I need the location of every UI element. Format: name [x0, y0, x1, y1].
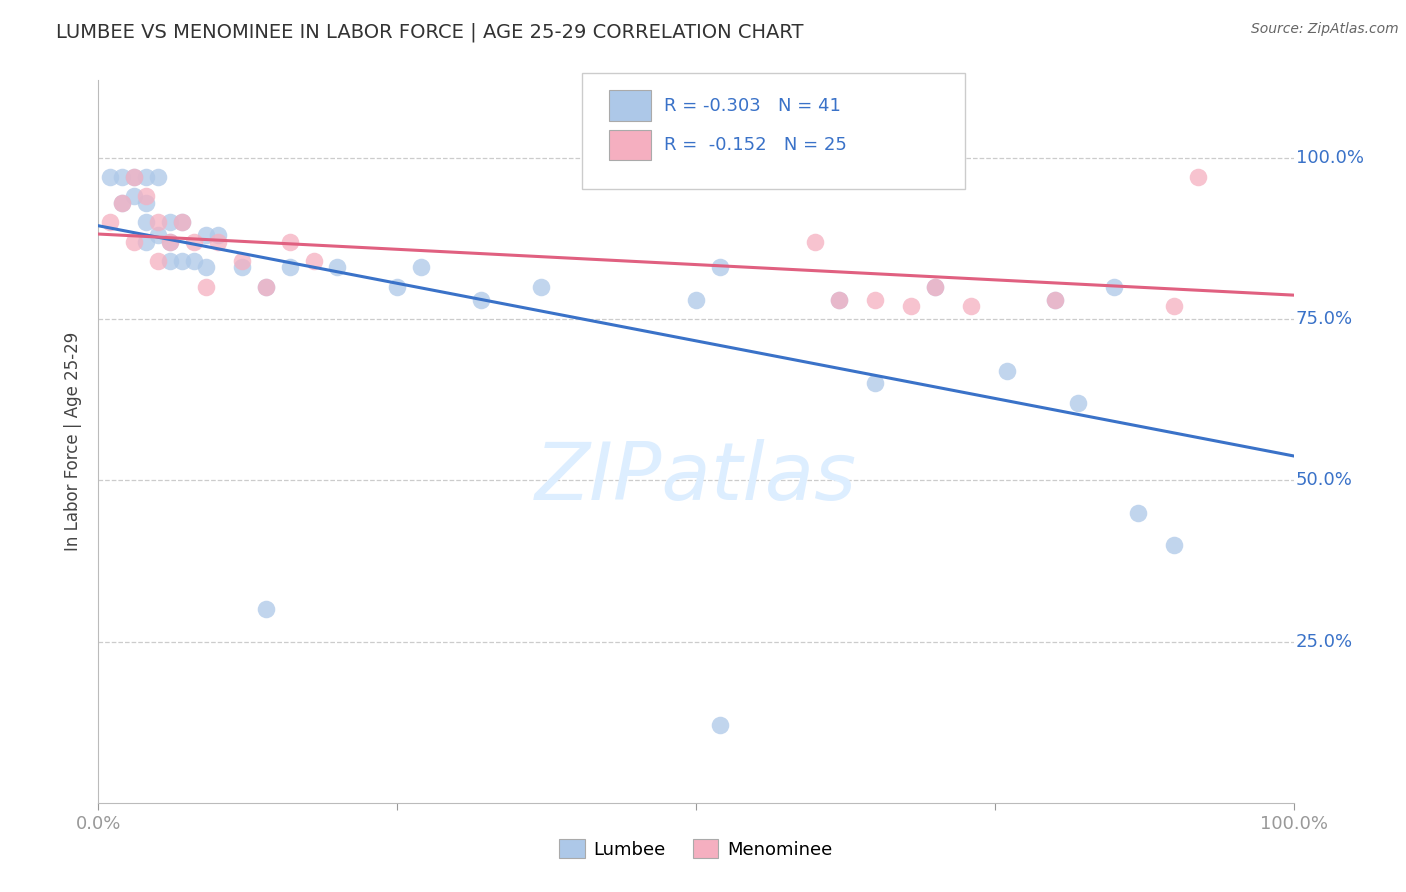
- Point: [172, 215, 194, 229]
- Point: [111, 169, 134, 184]
- Point: [709, 260, 731, 275]
- Text: Source: ZipAtlas.com: Source: ZipAtlas.com: [1251, 22, 1399, 37]
- Point: [195, 260, 218, 275]
- Point: [254, 279, 277, 293]
- Point: [530, 279, 553, 293]
- Point: [804, 235, 827, 249]
- Point: [195, 279, 218, 293]
- Point: [135, 189, 157, 203]
- Point: [159, 215, 181, 229]
- Point: [685, 293, 707, 307]
- Text: LUMBEE VS MENOMINEE IN LABOR FORCE | AGE 25-29 CORRELATION CHART: LUMBEE VS MENOMINEE IN LABOR FORCE | AGE…: [56, 22, 804, 42]
- Legend: Lumbee, Menominee: Lumbee, Menominee: [553, 832, 839, 866]
- FancyBboxPatch shape: [582, 73, 965, 189]
- Point: [709, 718, 731, 732]
- Point: [124, 169, 146, 184]
- Text: ZIPatlas: ZIPatlas: [534, 439, 858, 516]
- Text: 75.0%: 75.0%: [1296, 310, 1353, 328]
- Point: [207, 228, 229, 243]
- Point: [411, 260, 433, 275]
- Point: [302, 254, 325, 268]
- Point: [995, 363, 1018, 377]
- Point: [159, 254, 181, 268]
- Point: [960, 299, 983, 313]
- Point: [231, 254, 253, 268]
- Text: R =  -0.152   N = 25: R = -0.152 N = 25: [664, 136, 846, 154]
- Point: [183, 235, 205, 249]
- Point: [924, 279, 946, 293]
- Point: [148, 169, 170, 184]
- Point: [135, 195, 157, 210]
- Point: [124, 169, 146, 184]
- Point: [1128, 506, 1150, 520]
- Point: [98, 169, 122, 184]
- Y-axis label: In Labor Force | Age 25-29: In Labor Force | Age 25-29: [65, 332, 83, 551]
- Point: [1067, 396, 1090, 410]
- Point: [231, 260, 253, 275]
- Point: [135, 215, 157, 229]
- Point: [278, 260, 301, 275]
- Text: R = -0.303   N = 41: R = -0.303 N = 41: [664, 96, 841, 114]
- Point: [98, 215, 122, 229]
- Point: [470, 293, 492, 307]
- Point: [135, 235, 157, 249]
- Point: [254, 279, 277, 293]
- Point: [900, 299, 922, 313]
- Point: [278, 235, 301, 249]
- Point: [124, 235, 146, 249]
- Point: [1187, 169, 1209, 184]
- Point: [135, 169, 157, 184]
- Point: [1163, 538, 1185, 552]
- Point: [1104, 279, 1126, 293]
- Point: [254, 602, 277, 616]
- Point: [124, 189, 146, 203]
- Point: [159, 235, 181, 249]
- Point: [148, 254, 170, 268]
- Point: [828, 293, 851, 307]
- Point: [111, 195, 134, 210]
- Point: [1043, 293, 1066, 307]
- Point: [183, 254, 205, 268]
- Text: 25.0%: 25.0%: [1296, 632, 1353, 650]
- Point: [207, 235, 229, 249]
- Point: [195, 228, 218, 243]
- Text: 100.0%: 100.0%: [1296, 149, 1364, 167]
- Point: [148, 228, 170, 243]
- Point: [1163, 299, 1185, 313]
- Point: [172, 215, 194, 229]
- Point: [159, 235, 181, 249]
- Text: 50.0%: 50.0%: [1296, 471, 1353, 489]
- Point: [865, 293, 887, 307]
- Point: [865, 376, 887, 391]
- Point: [326, 260, 349, 275]
- Point: [148, 215, 170, 229]
- Point: [172, 254, 194, 268]
- Bar: [609, 90, 651, 120]
- Point: [924, 279, 946, 293]
- Point: [111, 195, 134, 210]
- Point: [1043, 293, 1066, 307]
- Point: [385, 279, 409, 293]
- Point: [828, 293, 851, 307]
- Bar: [609, 130, 651, 161]
